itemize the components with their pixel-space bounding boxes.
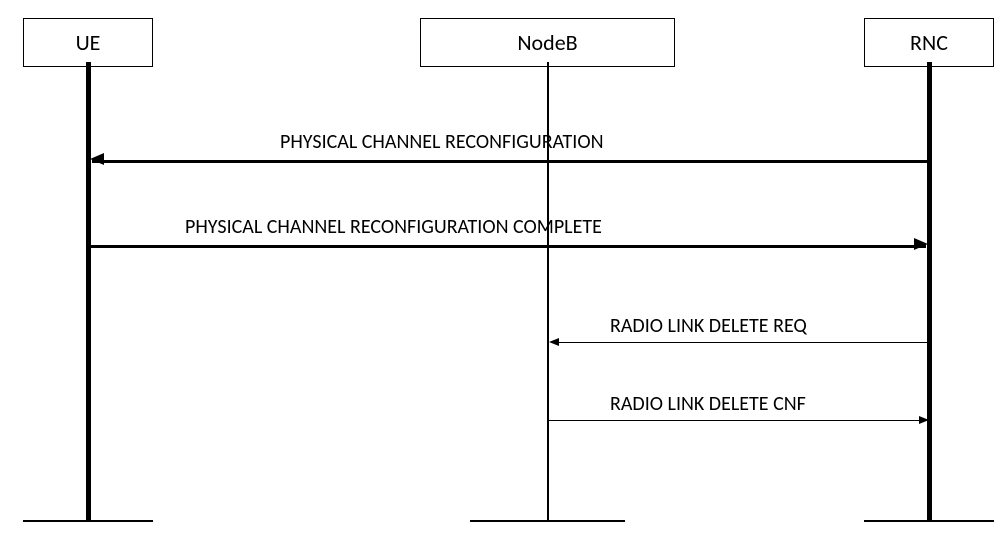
msg1-line — [92, 160, 928, 163]
lifeline-ue — [86, 62, 91, 520]
actor-nodeb-label: NodeB — [517, 29, 577, 56]
lifeline-rnc — [927, 62, 932, 520]
actor-ue: UE — [23, 18, 153, 67]
msg2-line — [90, 245, 926, 248]
msg1-label: PHYSICAL CHANNEL RECONFIGURATION — [280, 130, 604, 154]
actor-rnc: RNC — [864, 18, 994, 67]
baseline-rnc — [864, 520, 994, 522]
actor-ue-label: UE — [76, 29, 101, 56]
actor-rnc-label: RNC — [910, 29, 948, 56]
msg2-arrow — [914, 238, 928, 250]
baseline-nodeb — [470, 520, 625, 522]
msg1-arrow — [90, 153, 104, 165]
msg4-line — [549, 420, 925, 421]
sequence-diagram: UE NodeB RNC PHYSICAL CHANNEL RECONFIGUR… — [0, 0, 1000, 546]
msg3-line — [552, 342, 928, 343]
msg4-arrow — [919, 416, 929, 424]
msg3-label: RADIO LINK DELETE REQ — [610, 314, 807, 338]
msg2-label: PHYSICAL CHANNEL RECONFIGURATION COMPLET… — [185, 215, 602, 239]
msg3-arrow — [549, 338, 559, 346]
msg4-label: RADIO LINK DELETE CNF — [610, 392, 806, 416]
baseline-ue — [23, 520, 153, 522]
actor-nodeb: NodeB — [420, 18, 675, 67]
